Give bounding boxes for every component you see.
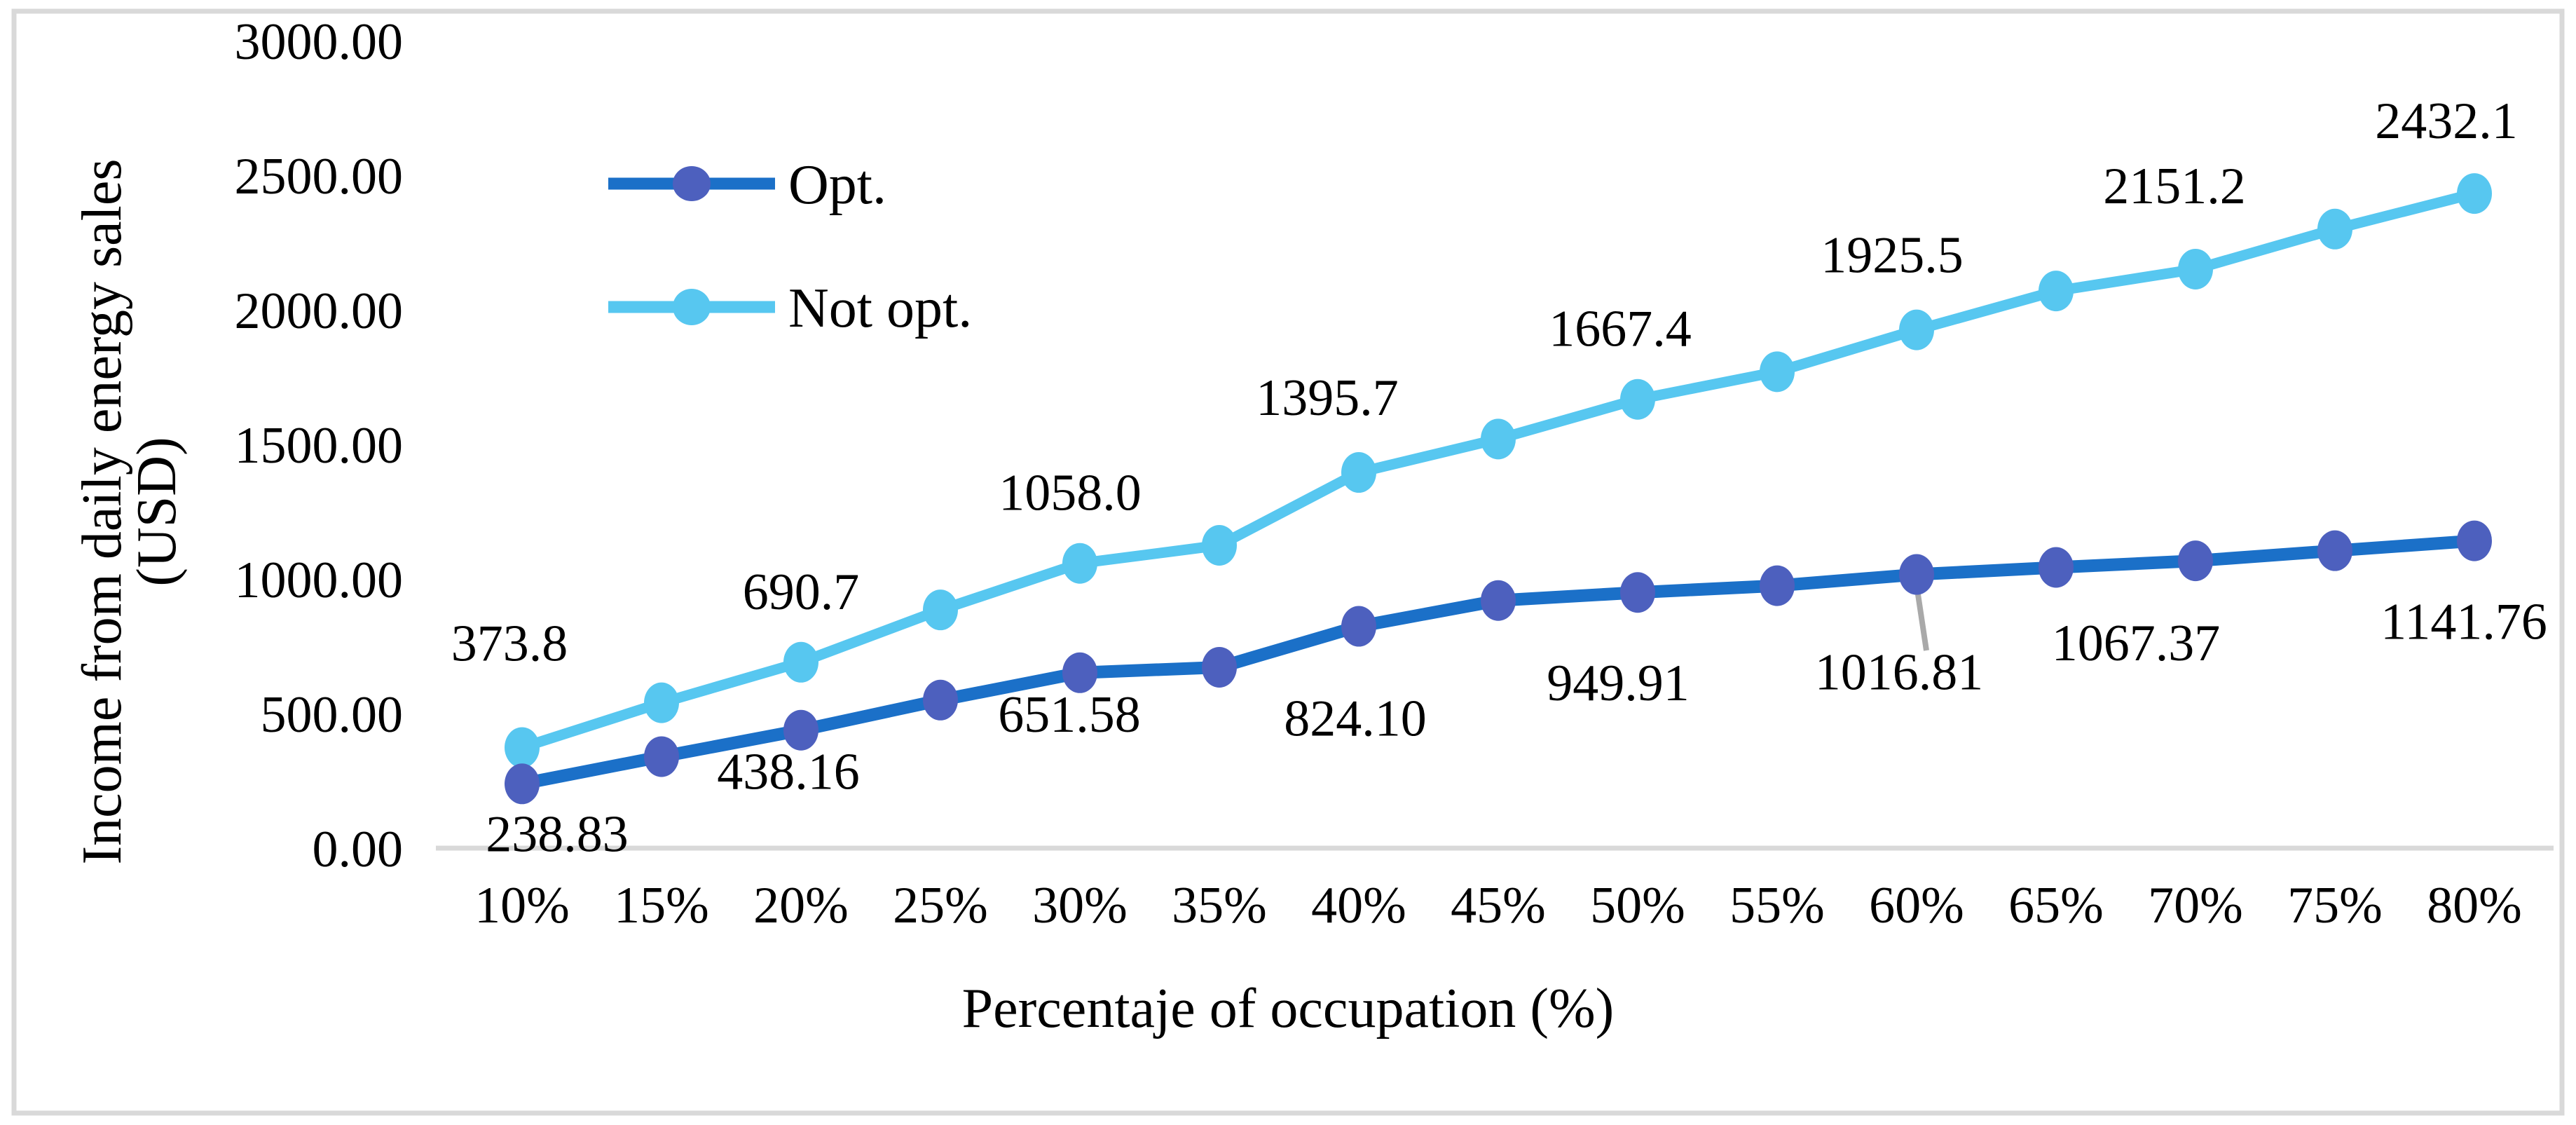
data-label-not-opt-50%: 1667.4: [1549, 301, 1692, 358]
data-label-layer: 373.8 690.7 1058.0 1395.7 1667.4 1925.5 2151.2…: [451, 93, 2547, 863]
data-label-not-opt-20%: 690.7: [743, 564, 860, 621]
opt-legend-marker-icon: [673, 166, 711, 201]
legend-entry-opt: Opt.: [608, 154, 886, 216]
y-tick-label-0.00: 0.00: [313, 821, 404, 878]
y-axis-title-line2: (USD): [126, 437, 188, 586]
point-marker-opt-80%: [2457, 520, 2492, 561]
point-marker-not-opt-15%: [644, 682, 679, 723]
y-tick-label-1500.00: 1500.00: [235, 417, 404, 475]
y-tick-label-3000.00: 3000.00: [235, 13, 404, 71]
data-label-opt-60%: 1016.81: [1815, 644, 1984, 702]
data-label-opt-50%: 949.91: [1547, 655, 1690, 712]
y-tick-label-2000.00: 2000.00: [235, 282, 404, 340]
point-marker-opt-40%: [1341, 606, 1376, 647]
x-tick-label-80%: 80%: [2427, 877, 2522, 934]
point-marker-not-opt-65%: [2039, 271, 2074, 312]
point-marker-opt-15%: [644, 736, 679, 777]
x-tick-label-50%: 50%: [1590, 877, 1685, 934]
x-tick-label-25%: 25%: [893, 877, 988, 934]
point-marker-not-opt-60%: [1899, 309, 1934, 350]
point-marker-opt-20%: [783, 709, 818, 751]
data-label-opt-30%: 651.58: [998, 686, 1141, 744]
point-marker-not-opt-45%: [1481, 418, 1516, 460]
point-marker-opt-25%: [923, 679, 958, 721]
point-marker-not-opt-50%: [1620, 379, 1655, 420]
x-tick-label-15%: 15%: [614, 877, 709, 934]
x-tick-label-65%: 65%: [2008, 877, 2104, 934]
x-axis-title: Percentaje of occupation (%): [962, 978, 1615, 1039]
x-tick-label-30%: 30%: [1032, 877, 1128, 934]
point-marker-not-opt-75%: [2317, 208, 2352, 250]
x-tick-label-75%: 75%: [2287, 877, 2383, 934]
x-tick-label-20%: 20%: [753, 877, 849, 934]
point-marker-opt-55%: [1760, 565, 1795, 606]
data-label-not-opt-80%: 2432.1: [2375, 93, 2518, 150]
point-marker-not-opt-80%: [2457, 173, 2492, 214]
legend-label-not-opt: Not opt.: [788, 278, 972, 339]
y-tick-label-2500.00: 2500.00: [235, 148, 404, 205]
data-label-opt-10%: 238.83: [486, 805, 629, 863]
x-tick-label-35%: 35%: [1172, 877, 1267, 934]
plot-series-layer: [505, 173, 2492, 805]
point-marker-not-opt-70%: [2178, 248, 2213, 289]
data-label-not-opt-40%: 1395.7: [1256, 369, 1399, 427]
data-label-opt-80%: 1141.76: [2380, 594, 2547, 651]
point-marker-opt-65%: [2039, 547, 2074, 588]
x-tick-label-40%: 40%: [1311, 877, 1406, 934]
not-opt-legend-marker-icon: [673, 289, 711, 325]
point-marker-opt-35%: [1202, 646, 1237, 688]
point-marker-opt-75%: [2317, 530, 2352, 571]
stray-leader-line-artifact: [1915, 594, 1929, 651]
y-axis-tick-labels: 3000.00 2500.00 2000.00 1500.00 1000.00 500.0…: [235, 13, 404, 878]
point-marker-not-opt-30%: [1062, 543, 1097, 584]
point-marker-not-opt-25%: [923, 589, 958, 631]
point-marker-opt-50%: [1620, 572, 1655, 613]
point-marker-not-opt-20%: [783, 641, 818, 683]
data-label-not-opt-60%: 1925.5: [1821, 227, 1964, 285]
legend: Opt. Not opt.: [608, 154, 972, 339]
y-axis-title-line1: Income from daily energy sales: [71, 158, 133, 864]
data-label-not-opt-70%: 2151.2: [2103, 158, 2246, 215]
data-label-not-opt-10%: 373.8: [451, 615, 568, 672]
data-label-opt-20%: 438.16: [717, 744, 860, 801]
legend-entry-not-opt: Not opt.: [608, 278, 972, 339]
y-tick-label-1000.00: 1000.00: [235, 552, 404, 609]
data-label-not-opt-30%: 1058.0: [999, 465, 1142, 522]
legend-label-opt: Opt.: [788, 154, 886, 216]
x-tick-label-60%: 60%: [1869, 877, 1964, 934]
x-axis-tick-labels: 10% 15% 20% 25% 30% 35% 40% 45% 50% 55% 60% 65% 70% 7…: [474, 877, 2522, 934]
x-tick-label-10%: 10%: [474, 877, 570, 934]
point-marker-not-opt-35%: [1202, 525, 1237, 566]
x-tick-label-45%: 45%: [1451, 877, 1546, 934]
point-marker-not-opt-10%: [505, 727, 540, 768]
point-marker-not-opt-40%: [1341, 452, 1376, 493]
point-marker-opt-30%: [1062, 652, 1097, 693]
point-marker-opt-10%: [505, 763, 540, 805]
point-marker-opt-45%: [1481, 580, 1516, 621]
point-marker-opt-60%: [1899, 554, 1934, 595]
point-marker-not-opt-55%: [1760, 351, 1795, 393]
x-tick-label-55%: 55%: [1729, 877, 1825, 934]
data-label-opt-70%: 1067.37: [2052, 615, 2221, 672]
y-tick-label-500.00: 500.00: [261, 686, 404, 744]
x-tick-label-70%: 70%: [2148, 877, 2243, 934]
point-marker-opt-70%: [2178, 540, 2213, 582]
data-label-opt-40%: 824.10: [1284, 690, 1427, 748]
